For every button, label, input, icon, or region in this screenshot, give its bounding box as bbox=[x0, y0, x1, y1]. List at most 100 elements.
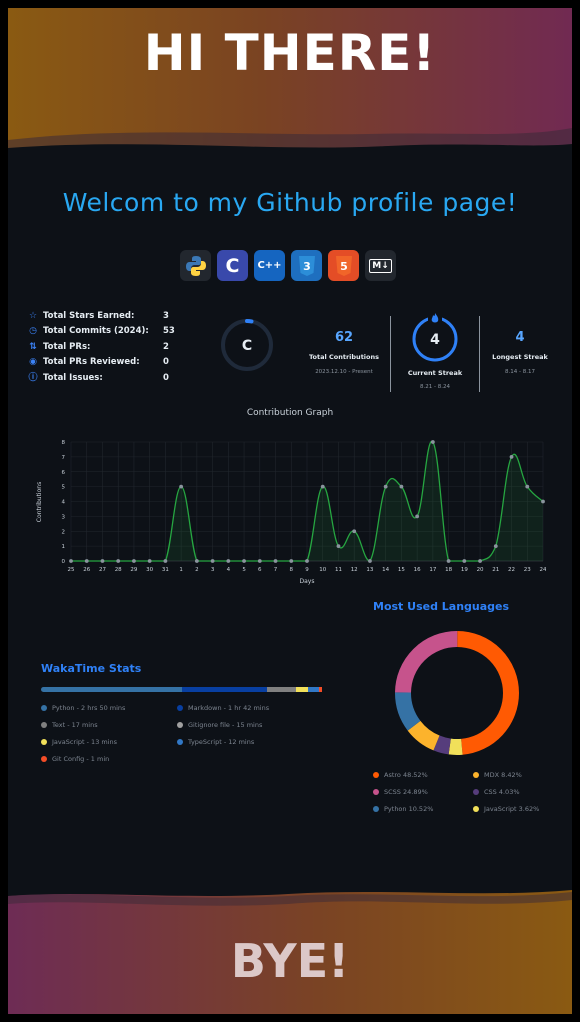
data-point bbox=[132, 559, 136, 563]
stat-label: Total PRs: bbox=[43, 341, 91, 352]
x-tick-label: 7 bbox=[274, 567, 278, 573]
data-point bbox=[415, 514, 420, 519]
x-tick-label: 16 bbox=[414, 567, 421, 573]
current-streak-value: 4 bbox=[430, 332, 440, 348]
language-item-scss: SCSS 24.89% bbox=[373, 788, 428, 796]
data-point bbox=[446, 559, 451, 563]
fire-icon bbox=[431, 313, 439, 323]
x-tick-label: 30 bbox=[146, 567, 153, 573]
x-tick-label: 17 bbox=[429, 567, 436, 573]
y-tick-label: 0 bbox=[62, 559, 66, 565]
footer-farewell: BYE! bbox=[230, 934, 350, 988]
data-point bbox=[242, 559, 246, 563]
x-tick-label: 24 bbox=[540, 567, 547, 573]
x-tick-label: 2 bbox=[195, 567, 199, 573]
x-tick-label: 26 bbox=[83, 567, 90, 573]
language-label: MDX 8.42% bbox=[484, 771, 522, 779]
markdown-icon-label: M↓ bbox=[369, 258, 392, 273]
total-contributions-range: 2023.12.10 - Present bbox=[315, 369, 373, 375]
data-point bbox=[210, 559, 215, 563]
donut-slice bbox=[395, 631, 519, 755]
stat-row-stars: ☆ Total Stars Earned: 3 bbox=[28, 308, 183, 324]
data-point bbox=[273, 559, 278, 563]
divider bbox=[479, 316, 480, 392]
x-tick-label: 12 bbox=[351, 567, 358, 573]
wakatime-item-label: Python - 2 hrs 50 mins bbox=[52, 704, 126, 712]
wakatime-item-label: Markdown - 1 hr 42 mins bbox=[188, 704, 270, 712]
longest-streak: 4 Longest Streak 8.14 - 8.17 bbox=[480, 330, 560, 375]
github-stats-card: ☆ Total Stars Earned: 3 ◷ Total Commits … bbox=[28, 308, 183, 386]
stat-value: 2 bbox=[163, 341, 169, 352]
stat-label: Total PRs Reviewed: bbox=[43, 357, 140, 368]
wakatime-bar-segment bbox=[295, 687, 308, 692]
header-wave bbox=[8, 128, 572, 158]
profile-readme: HI THERE! Welcom to my Github profile pa… bbox=[8, 8, 572, 1014]
wakatime-item-label: Text - 17 mins bbox=[52, 721, 98, 729]
wakatime-item-label: Git Config - 1 min bbox=[52, 755, 110, 763]
stat-label: Total Commits (2024): bbox=[43, 326, 149, 337]
wakatime-item-label: TypeScript - 12 mins bbox=[188, 738, 255, 746]
x-tick-label: 9 bbox=[305, 567, 309, 573]
cpp-icon: C++ bbox=[254, 250, 285, 281]
longest-streak-value: 4 bbox=[515, 330, 525, 345]
x-tick-label: 21 bbox=[492, 567, 499, 573]
data-point bbox=[462, 559, 467, 563]
rank-grade: C bbox=[242, 338, 252, 354]
star-icon: ☆ bbox=[28, 310, 38, 321]
x-tick-label: 14 bbox=[382, 567, 389, 573]
languages-title: Most Used Languages bbox=[373, 600, 510, 613]
wakatime-item-markdown: Markdown - 1 hr 42 mins bbox=[177, 704, 269, 712]
x-tick-label: 8 bbox=[290, 567, 294, 573]
language-label: Python 10.52% bbox=[384, 805, 434, 813]
data-point bbox=[478, 559, 482, 563]
stat-value: 53 bbox=[163, 326, 175, 337]
language-label: CSS 4.03% bbox=[484, 788, 520, 796]
x-tick-label: 27 bbox=[99, 567, 106, 573]
total-contributions: 62 Total Contributions 2023.12.10 - Pres… bbox=[298, 330, 390, 375]
pull-request-icon: ⇅ bbox=[29, 341, 37, 352]
current-streak-ring: 4 bbox=[412, 312, 458, 362]
wakatime-bar-segment bbox=[307, 687, 320, 692]
chart-area bbox=[71, 441, 543, 561]
footer-banner: BYE! bbox=[8, 880, 572, 1014]
data-point bbox=[509, 454, 514, 459]
stat-row-reviews: ◉ Total PRs Reviewed: 0 bbox=[28, 355, 183, 371]
issue-icon: ⓘ bbox=[28, 372, 38, 383]
y-tick-label: 3 bbox=[62, 514, 66, 520]
total-contributions-label: Total Contributions bbox=[308, 353, 379, 361]
rank-ring: C bbox=[221, 319, 273, 371]
current-streak: 4 Current Streak 8.21 - 8.24 bbox=[391, 310, 479, 390]
chart-grid bbox=[70, 441, 544, 562]
wakatime-item-label: JavaScript - 13 mins bbox=[52, 738, 118, 746]
x-tick-label: 29 bbox=[130, 567, 137, 573]
html5-icon-label: 5 bbox=[340, 260, 348, 273]
data-point bbox=[69, 559, 73, 563]
wakatime-bar-segment bbox=[266, 687, 296, 692]
x-tick-label: 13 bbox=[366, 567, 373, 573]
data-point bbox=[305, 559, 309, 563]
data-point bbox=[430, 440, 435, 444]
stat-row-commits: ◷ Total Commits (2024): 53 bbox=[28, 324, 183, 340]
x-tick-label: 10 bbox=[319, 567, 326, 573]
data-point bbox=[320, 484, 325, 489]
wakatime-item-git-config: Git Config - 1 min bbox=[41, 755, 109, 763]
language-item-javascript: JavaScript 3.62% bbox=[473, 805, 539, 813]
wakatime-bar-segment bbox=[41, 687, 182, 692]
stat-value: 0 bbox=[163, 372, 169, 383]
x-tick-label: 1 bbox=[179, 567, 183, 573]
language-label: JavaScript 3.62% bbox=[484, 805, 540, 813]
wakatime-bar-segment bbox=[181, 687, 267, 692]
language-label: Astro 48.52% bbox=[384, 771, 428, 779]
eye-icon: ◉ bbox=[29, 357, 37, 368]
wakatime-title: WakaTime Stats bbox=[41, 662, 142, 675]
css3-icon-label: 3 bbox=[303, 260, 311, 273]
data-point bbox=[368, 559, 372, 563]
y-tick-label: 6 bbox=[62, 470, 66, 476]
language-item-css: CSS 4.03% bbox=[473, 788, 520, 796]
wakatime-item-label: Gitignore file - 15 mins bbox=[188, 721, 263, 729]
wakatime-item-text: Text - 17 mins bbox=[41, 721, 98, 729]
y-tick-label: 1 bbox=[62, 544, 66, 550]
data-point bbox=[257, 559, 262, 563]
y-axis-label: Contributions bbox=[36, 482, 43, 522]
data-point bbox=[179, 484, 184, 489]
